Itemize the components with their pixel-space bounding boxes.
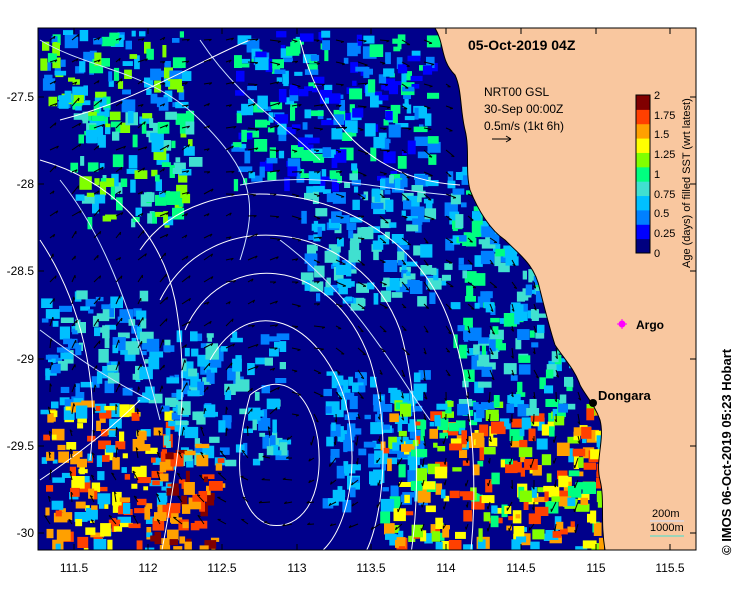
colorbar-swatch: [636, 138, 650, 153]
x-axis: 111.5 112 112.5 113 113.5 114 114.5 115 …: [60, 28, 685, 575]
y-tick-label: -29: [17, 352, 35, 366]
dongara-label: Dongara: [598, 388, 652, 403]
y-tick-label: -30: [17, 526, 35, 540]
y-axis: -27.5 -28 -28.5 -29 -29.5 -30: [7, 90, 696, 540]
y-tick-label: -29.5: [7, 439, 35, 453]
sst-patch-layer: [40, 30, 610, 550]
colorbar-tick: 1.25: [654, 149, 675, 161]
x-tick-label: 112.5: [207, 561, 236, 575]
dongara-marker: [589, 399, 597, 407]
colorbar-swatch: [636, 195, 650, 211]
colorbar-tick: 2: [654, 90, 660, 102]
vector-scale-label: 0.5m/s (1kt 6h): [484, 119, 564, 133]
y-tick-label: -28.5: [7, 264, 35, 278]
colorbar-swatch: [636, 209, 650, 225]
colorbar-tick: 1.5: [654, 129, 669, 141]
x-tick-label: 114.5: [506, 561, 535, 575]
land-mass: [434, 28, 696, 550]
credit-text: © IMOS 06-Oct-2019 05:23 Hobart: [719, 348, 734, 555]
colorbar-tick: 0.75: [654, 189, 675, 201]
colorbar-swatch: [636, 224, 650, 240]
x-tick-label: 113: [287, 561, 306, 575]
colorbar-tick: 0.5: [654, 208, 669, 220]
x-tick-label: 113.5: [356, 561, 385, 575]
colorbar-label: Age (days) of filled SST (wrt latest): [681, 98, 693, 268]
colorbar: 2 1.75 1.5 1.25 1 0.75 0.5 0.25 0 Age (d…: [635, 90, 693, 268]
colorbar-swatch: [636, 181, 650, 197]
depth-1000-label: 1000m: [650, 522, 684, 534]
depth-200-label: 200m: [652, 508, 680, 520]
colorbar-swatch: [636, 238, 650, 254]
colorbar-tick: 1: [654, 169, 660, 181]
colorbar-swatch: [636, 95, 650, 110]
argo-label: Argo: [636, 318, 664, 332]
plot-frame: [37, 27, 697, 551]
y-tick-label: -27.5: [7, 90, 35, 104]
x-tick-label: 114: [436, 561, 455, 575]
colorbar-tick: 1.75: [654, 110, 675, 122]
colorbar-tick: 0.25: [654, 228, 675, 240]
map-title: 05-Oct-2019 04Z: [468, 37, 576, 53]
colorbar-swatch: [636, 109, 650, 125]
colorbar-swatch: [636, 123, 650, 139]
colorbar-swatch: [636, 152, 650, 168]
x-tick-label: 115.5: [655, 561, 684, 575]
product-label: NRT00 GSL: [484, 85, 549, 99]
vector-time-label: 30-Sep 00:00Z: [484, 102, 563, 116]
colorbar-tick: 0: [654, 248, 660, 260]
x-tick-label: 111.5: [60, 561, 89, 575]
y-tick-label: -28: [17, 177, 35, 191]
colorbar-swatch: [636, 166, 650, 182]
x-tick-label: 115: [586, 561, 605, 575]
x-tick-label: 112: [138, 561, 157, 575]
vector-scale-arrow: [492, 135, 512, 143]
bathymetry-contours: [39, 39, 451, 421]
argo-float-marker: [617, 319, 627, 329]
